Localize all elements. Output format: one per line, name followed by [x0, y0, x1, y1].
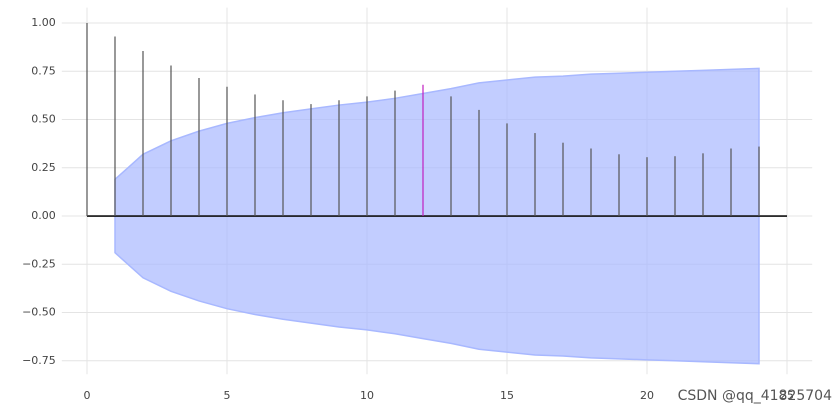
y-tick-label: 0.75 — [31, 64, 56, 77]
x-tick-label: 0 — [84, 389, 91, 402]
y-tick-label: −0.50 — [22, 306, 56, 319]
x-tick-label: 25 — [780, 389, 794, 402]
watermark: CSDN @qq_41825704 — [678, 388, 832, 404]
y-tick-label: 0.25 — [31, 161, 56, 174]
y-tick-label: −0.75 — [22, 354, 56, 367]
x-tick-label: 10 — [360, 389, 374, 402]
y-tick-label: 1.00 — [31, 16, 56, 29]
y-tick-label: −0.25 — [22, 257, 56, 270]
x-tick-label: 20 — [640, 389, 654, 402]
y-tick-label: 0.00 — [31, 209, 56, 222]
x-tick-label: 5 — [224, 389, 231, 402]
y-tick-label: 0.50 — [31, 113, 56, 126]
x-tick-label: 15 — [500, 389, 514, 402]
